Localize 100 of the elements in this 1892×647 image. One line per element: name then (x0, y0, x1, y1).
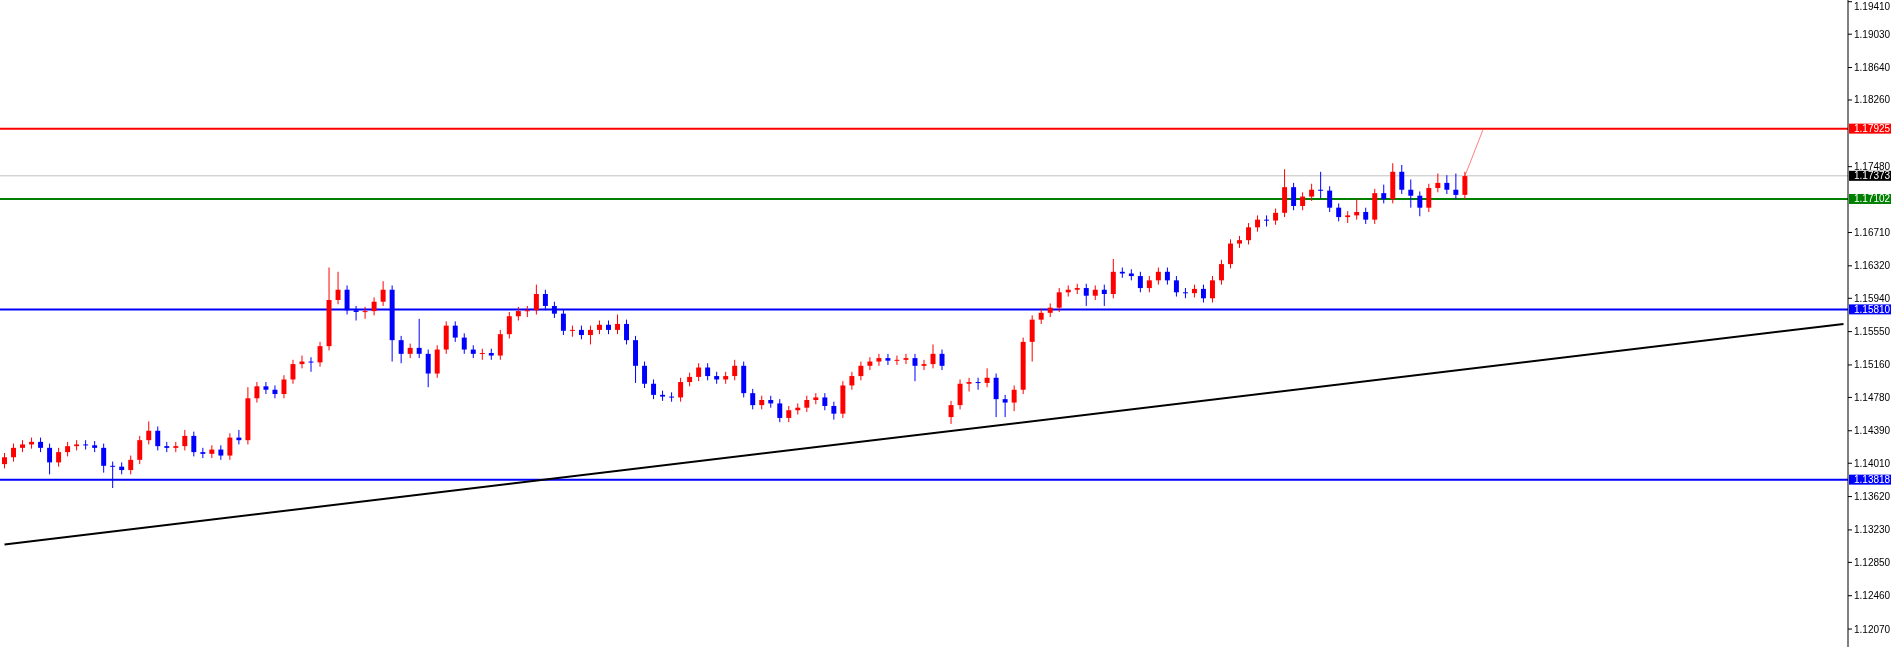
candlestick (1056, 287, 1062, 313)
candlestick (975, 377, 981, 391)
candlestick (272, 384, 278, 399)
candlestick (615, 314, 620, 335)
candlestick (957, 378, 963, 410)
candlestick (254, 381, 260, 404)
y-tick-label: 1.13230 (1854, 524, 1891, 536)
candlestick (1408, 178, 1414, 209)
candlestick (1002, 394, 1008, 418)
candlestick (101, 443, 107, 474)
ref-line-label: 1.13818 (1854, 474, 1891, 486)
candlestick (885, 353, 891, 366)
candlestick (281, 374, 287, 399)
y-tick-label: 1.15160 (1854, 359, 1891, 371)
candlestick (750, 388, 756, 410)
candlestick (443, 320, 449, 355)
candlestick (1101, 284, 1107, 307)
y-tick-label: 1.18640 (1854, 62, 1891, 74)
y-tick-label: 1.14390 (1854, 425, 1891, 437)
candlestick (335, 271, 341, 305)
candlestick (47, 443, 53, 475)
candlestick (371, 296, 377, 316)
ref-line-label: 1.15810 (1854, 303, 1891, 315)
candlestick (290, 359, 296, 385)
candlestick (1426, 183, 1432, 213)
ref-line-label: 1.17373 (1854, 170, 1891, 182)
candlestick (678, 377, 684, 403)
candlestick (1435, 173, 1441, 193)
candlestick (524, 305, 530, 318)
candlestick (642, 361, 648, 389)
ref-line-label: 1.17925 (1854, 123, 1891, 135)
candlestick (903, 353, 909, 365)
candlestick (1228, 238, 1233, 269)
candlestick (984, 367, 990, 388)
candlestick (218, 444, 224, 461)
candlestick (479, 348, 485, 361)
candlestick (858, 361, 864, 381)
y-tick-label: 1.12850 (1854, 556, 1891, 568)
candlestick (1264, 214, 1270, 227)
y-tick-label: 1.14010 (1854, 457, 1891, 469)
candlestick (452, 320, 458, 343)
candlestick (1381, 184, 1387, 204)
y-tick-label: 1.12460 (1854, 590, 1891, 602)
candlestick (669, 391, 675, 403)
candlestick (56, 447, 62, 468)
ref-line-label: 1.17102 (1854, 193, 1891, 205)
candlestick (1327, 185, 1333, 213)
y-tick-label: 1.12070 (1854, 623, 1891, 635)
candlestick (732, 359, 738, 381)
candlestick (1318, 171, 1324, 199)
candlestick (876, 353, 882, 367)
candlestick (1182, 287, 1188, 299)
candlestick (993, 373, 999, 418)
candlestick (425, 349, 431, 388)
candlestick (1291, 182, 1297, 211)
candlestick (1029, 314, 1035, 363)
candlestick (651, 378, 657, 400)
candlestick (831, 401, 837, 421)
y-tick-label: 1.14780 (1854, 391, 1891, 403)
candlestick (1462, 171, 1468, 200)
candlestick (1246, 222, 1252, 245)
y-tick-label: 1.15550 (1854, 326, 1891, 338)
candlestick (849, 371, 855, 391)
candlestick (1209, 275, 1215, 304)
candlestick (1417, 190, 1423, 217)
candlestick (1399, 164, 1405, 195)
y-tick-label: 1.17480 (1854, 161, 1891, 173)
candlestick (263, 381, 269, 395)
candlestick (1083, 283, 1089, 307)
y-tick-label: 1.16710 (1854, 226, 1891, 238)
candlestick (1444, 174, 1450, 195)
candlestick (137, 435, 143, 465)
candlestick (777, 398, 783, 423)
y-tick-label: 1.13620 (1854, 491, 1891, 503)
candlestick (191, 431, 197, 457)
candlestick (182, 429, 188, 451)
candlestick (1173, 275, 1179, 298)
y-tick-label: 1.15940 (1854, 292, 1891, 304)
candlestick (398, 335, 404, 364)
y-tick-label: 1.19410 (1854, 0, 1891, 12)
candlestick (1453, 173, 1459, 200)
candlestick (227, 432, 233, 461)
candlestick (155, 425, 161, 451)
candlestick (1219, 259, 1224, 286)
candlestick (894, 355, 900, 366)
candlestick (497, 329, 503, 361)
y-tick-label: 1.16320 (1854, 260, 1891, 272)
y-tick-label: 1.18260 (1854, 94, 1891, 106)
candlestick (362, 306, 368, 320)
candlestick (506, 311, 512, 339)
candlestick (434, 344, 440, 379)
candlestick (569, 325, 575, 338)
candlestick (948, 400, 954, 425)
candlestick (939, 349, 945, 371)
candlestick (461, 332, 467, 355)
candlestick (966, 377, 972, 392)
candlestick (1137, 271, 1143, 293)
candlestick (533, 284, 539, 316)
candlestick (1011, 384, 1017, 412)
candlestick (416, 318, 422, 359)
